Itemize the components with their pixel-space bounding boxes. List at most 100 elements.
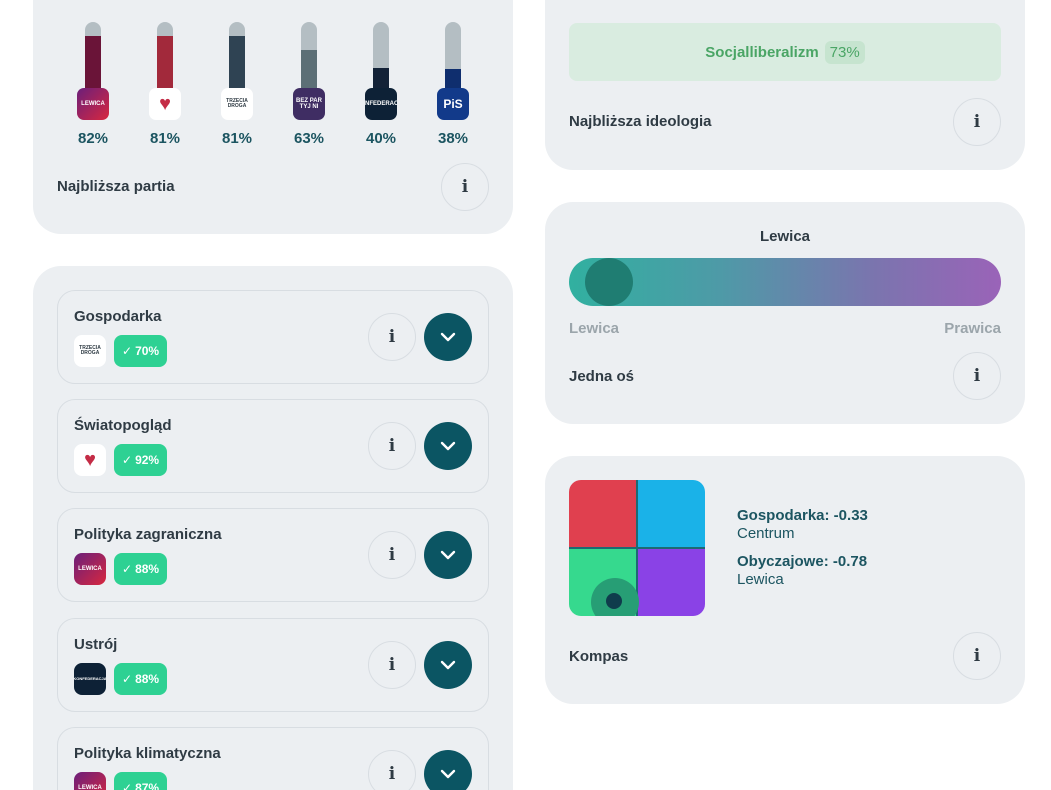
party-column: LEWICA 82% [75, 22, 111, 147]
topic-row: Ustrój KONFEDERACJA ✓ 88% i [57, 618, 489, 712]
chevron-down-icon [440, 441, 456, 451]
compass-social-value: Lewica [737, 571, 784, 588]
topic-match-percentage: 88% [135, 562, 160, 576]
topic-expand-button[interactable] [424, 313, 472, 361]
party-match-percentage: 40% [365, 130, 397, 147]
party-match-percentage: 81% [149, 130, 181, 147]
compass-horizontal-divider [569, 547, 705, 549]
info-icon: i [973, 366, 981, 386]
topic-info-button[interactable]: i [368, 641, 416, 689]
topic-match-percentage: 88% [135, 672, 160, 686]
party-match-percentage: 38% [437, 130, 469, 147]
topic-row: Polityka klimatyczna LEWICA ✓ 87% i [57, 727, 489, 790]
compass-quadrant-top-left [569, 480, 636, 547]
compass-info-button[interactable]: i [953, 632, 1001, 680]
party-column: ♥ 81% [147, 22, 183, 147]
info-icon: i [388, 764, 396, 784]
topic-match-badge: ✓ 70% [114, 335, 168, 367]
topic-match-badge: ✓ 92% [114, 444, 168, 476]
topic-title: Światopogląd [74, 417, 172, 434]
check-icon: ✓ [122, 344, 133, 358]
party-match-bar-fill [85, 35, 101, 98]
party-logo: LEWICA [77, 88, 109, 120]
info-icon: i [388, 436, 396, 456]
topic-expand-button[interactable] [424, 641, 472, 689]
party-column: BEZ PAR TYJ NI 63% [291, 22, 327, 147]
party-logo: PiS [437, 88, 469, 120]
party-match-bar-fill [301, 50, 317, 98]
compass-position-marker [606, 593, 622, 609]
axis-position-marker [585, 258, 633, 306]
party-match-bar-fill [157, 36, 173, 98]
single-axis-info-button[interactable]: i [953, 352, 1001, 400]
topic-title: Ustrój [74, 636, 118, 653]
topic-title: Gospodarka [74, 308, 162, 325]
chevron-down-icon [440, 550, 456, 560]
info-icon: i [388, 655, 396, 675]
axis-result-title: Lewica [759, 228, 811, 245]
closest-ideology-label: Najbliższa ideologia [569, 113, 712, 130]
topic-row: Gospodarka TRZECIA DROGA ✓ 70% i [57, 290, 489, 384]
party-match-percentage: 81% [221, 130, 253, 147]
closest-party-label: Najbliższa partia [57, 178, 175, 195]
ideology-name: Socjalliberalizm [705, 43, 819, 61]
party-column: KONFEDERACJA 40% [363, 22, 399, 147]
axis-right-label: Prawica [944, 320, 1001, 337]
party-match-bar-fill [229, 36, 245, 98]
axis-left-label: Lewica [569, 320, 620, 337]
political-compass [569, 480, 705, 616]
closest-ideology-card: Socjalliberalizm 73% Najbliższa ideologi… [545, 0, 1025, 170]
info-icon: i [973, 112, 981, 132]
single-axis-card: Lewica Lewica Prawica Jedna oś i [545, 202, 1025, 424]
party-column: TRZECIA DROGA 81% [219, 22, 255, 147]
topic-expand-button[interactable] [424, 422, 472, 470]
topic-expand-button[interactable] [424, 750, 472, 790]
check-icon: ✓ [122, 781, 133, 790]
closest-party-info-button[interactable]: i [441, 163, 489, 211]
info-icon: i [461, 177, 469, 197]
topic-info-button[interactable]: i [368, 531, 416, 579]
topic-match-percentage: 87% [135, 781, 160, 790]
compass-economy-score: Gospodarka: -0.33 [737, 507, 868, 524]
axis-gradient-bar [569, 258, 1001, 306]
topic-party-logo: ♥ [74, 444, 106, 476]
topic-expand-button[interactable] [424, 531, 472, 579]
topic-info-button[interactable]: i [368, 313, 416, 361]
topic-info-button[interactable]: i [368, 422, 416, 470]
party-match-bar [445, 22, 461, 98]
topic-match-badge: ✓ 88% [114, 553, 168, 585]
party-match-bar [85, 22, 101, 98]
check-icon: ✓ [122, 672, 133, 686]
info-icon: i [388, 545, 396, 565]
compass-label: Kompas [569, 648, 629, 665]
info-icon: i [973, 646, 981, 666]
party-logo: BEZ PAR TYJ NI [293, 88, 325, 120]
party-match-percentage: 63% [293, 130, 325, 147]
chevron-down-icon [440, 332, 456, 342]
compass-quadrant-bottom-right [638, 549, 705, 616]
party-logo: ♥ [149, 88, 181, 120]
check-icon: ✓ [122, 453, 133, 467]
party-match-bar [301, 22, 317, 98]
closest-ideology-info-button[interactable]: i [953, 98, 1001, 146]
info-icon: i [388, 327, 396, 347]
topic-row: Polityka zagraniczna LEWICA ✓ 88% i [57, 508, 489, 602]
topic-party-logo: LEWICA [74, 553, 106, 585]
compass-economy-value: Centrum [737, 525, 795, 542]
topic-title: Polityka zagraniczna [74, 526, 222, 543]
topics-card: Gospodarka TRZECIA DROGA ✓ 70% i Światopogląd… [33, 266, 513, 790]
party-match-bar [157, 22, 173, 98]
compass-card: Gospodarka: -0.33 Centrum Obyczajowe: -0… [545, 456, 1025, 704]
ideology-percentage: 73% [824, 40, 865, 64]
party-logo: KONFEDERACJA [365, 88, 397, 120]
chevron-down-icon [440, 769, 456, 779]
compass-social-score: Obyczajowe: -0.78 [737, 553, 868, 570]
party-match-bar [373, 22, 389, 98]
topic-match-badge: ✓ 88% [114, 663, 168, 695]
party-column: PiS 38% [435, 22, 471, 147]
topic-info-button[interactable]: i [368, 750, 416, 790]
topic-match-badge: ✓ 87% [114, 772, 168, 790]
party-logo: TRZECIA DROGA [221, 88, 253, 120]
ideology-result: Socjalliberalizm 73% [569, 23, 1001, 81]
topic-match-percentage: 92% [135, 453, 160, 467]
